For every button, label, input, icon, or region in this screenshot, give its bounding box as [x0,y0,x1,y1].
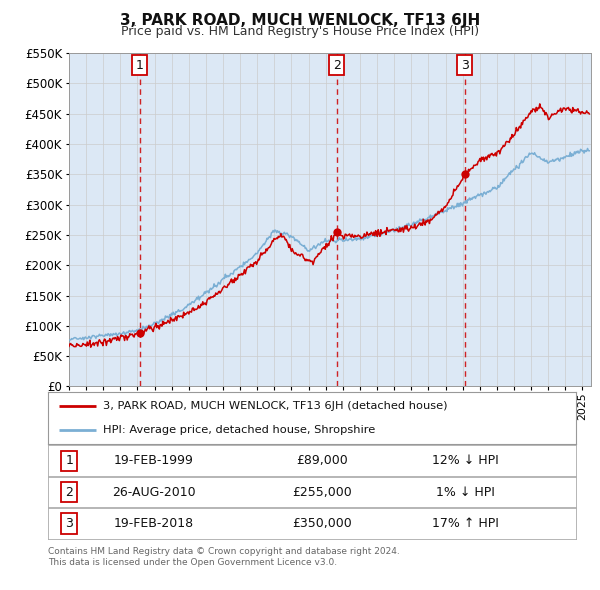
Text: 3: 3 [65,517,73,530]
Text: £350,000: £350,000 [293,517,352,530]
Text: 19-FEB-2018: 19-FEB-2018 [113,517,194,530]
Text: £255,000: £255,000 [293,486,352,499]
Text: 12% ↓ HPI: 12% ↓ HPI [432,454,499,467]
Text: This data is licensed under the Open Government Licence v3.0.: This data is licensed under the Open Gov… [48,558,337,566]
Text: 1: 1 [65,454,73,467]
Text: HPI: Average price, detached house, Shropshire: HPI: Average price, detached house, Shro… [103,425,376,435]
Text: £89,000: £89,000 [296,454,349,467]
Text: 17% ↑ HPI: 17% ↑ HPI [431,517,499,530]
Text: 26-AUG-2010: 26-AUG-2010 [112,486,196,499]
Text: 19-FEB-1999: 19-FEB-1999 [113,454,194,467]
Text: 3: 3 [461,59,469,72]
Text: Price paid vs. HM Land Registry's House Price Index (HPI): Price paid vs. HM Land Registry's House … [121,25,479,38]
Text: Contains HM Land Registry data © Crown copyright and database right 2024.: Contains HM Land Registry data © Crown c… [48,547,400,556]
Text: 1% ↓ HPI: 1% ↓ HPI [436,486,494,499]
Text: 1: 1 [136,59,143,72]
Text: 3, PARK ROAD, MUCH WENLOCK, TF13 6JH (detached house): 3, PARK ROAD, MUCH WENLOCK, TF13 6JH (de… [103,401,448,411]
Text: 2: 2 [333,59,341,72]
Text: 2: 2 [65,486,73,499]
Text: 3, PARK ROAD, MUCH WENLOCK, TF13 6JH: 3, PARK ROAD, MUCH WENLOCK, TF13 6JH [120,13,480,28]
